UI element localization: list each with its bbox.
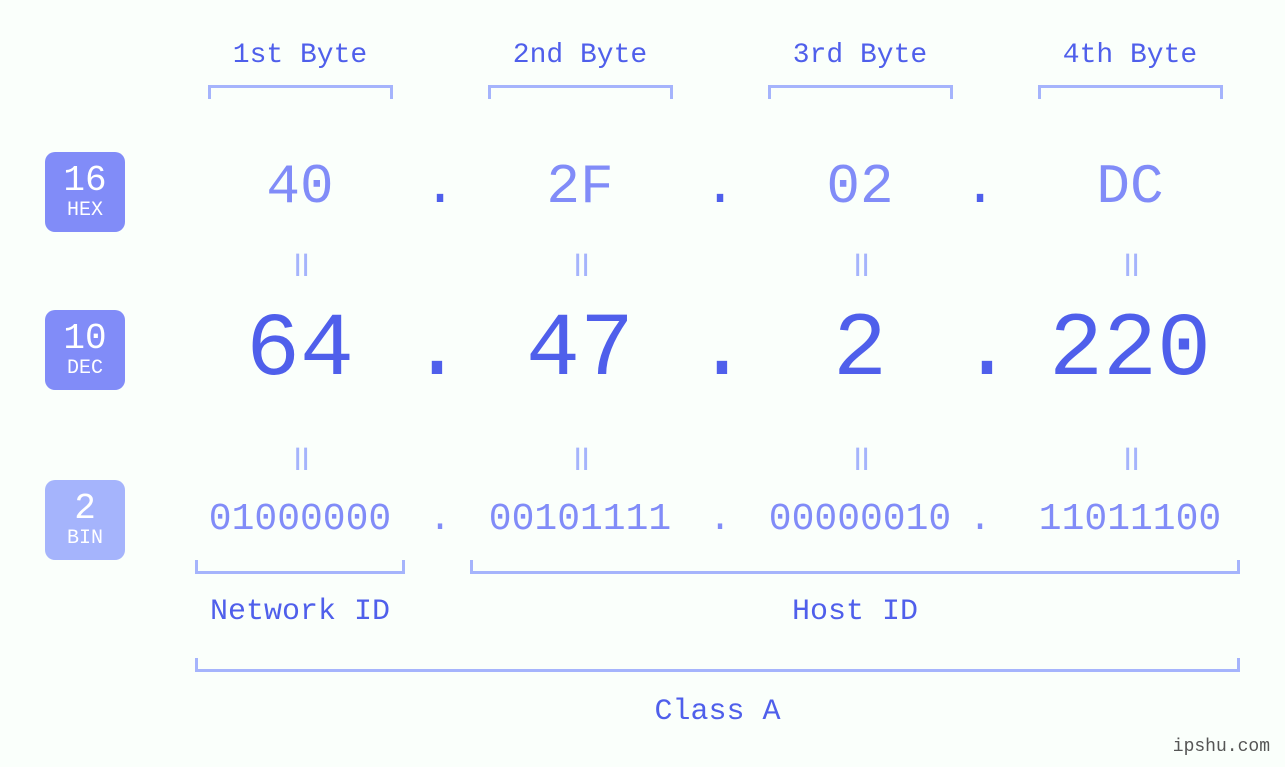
dec-val-2: 47	[465, 300, 695, 402]
hex-badge: 16 HEX	[45, 152, 125, 232]
watermark: ipshu.com	[1173, 737, 1270, 757]
hex-base-txt: HEX	[45, 201, 125, 221]
eq-top-1: ॥	[282, 238, 318, 287]
dec-badge: 10 DEC	[45, 310, 125, 390]
byte-label-1: 1st Byte	[185, 40, 415, 71]
dec-dot-3: .	[960, 300, 1010, 402]
bin-dot-2: .	[700, 498, 740, 541]
hex-base-num: 16	[45, 163, 125, 199]
eq-top-3: ॥	[842, 238, 878, 287]
hex-dot-1: .	[420, 155, 460, 219]
bin-base-num: 2	[45, 491, 125, 527]
class-bracket	[195, 658, 1240, 672]
byte-bracket-2	[488, 85, 673, 99]
bin-dot-1: .	[420, 498, 460, 541]
eq-top-4: ॥	[1112, 238, 1148, 287]
bin-val-3: 00000010	[745, 498, 975, 541]
class-label: Class A	[195, 695, 1240, 729]
hex-dot-2: .	[700, 155, 740, 219]
bin-base-txt: BIN	[45, 529, 125, 549]
hex-val-2: 2F	[465, 155, 695, 219]
byte-bracket-1	[208, 85, 393, 99]
bin-val-2: 00101111	[465, 498, 695, 541]
network-id-bracket	[195, 560, 405, 574]
byte-label-2: 2nd Byte	[465, 40, 695, 71]
dec-val-3: 2	[745, 300, 975, 402]
network-id-label: Network ID	[195, 595, 405, 629]
dec-base-num: 10	[45, 321, 125, 357]
bin-badge: 2 BIN	[45, 480, 125, 560]
hex-dot-3: .	[960, 155, 1000, 219]
byte-bracket-3	[768, 85, 953, 99]
bin-val-4: 11011100	[1015, 498, 1245, 541]
hex-val-3: 02	[745, 155, 975, 219]
byte-label-4: 4th Byte	[1015, 40, 1245, 71]
byte-label-3: 3rd Byte	[745, 40, 975, 71]
eq-bot-4: ॥	[1112, 432, 1148, 481]
bin-val-1: 01000000	[185, 498, 415, 541]
hex-val-4: DC	[1015, 155, 1245, 219]
eq-bot-1: ॥	[282, 432, 318, 481]
eq-bot-3: ॥	[842, 432, 878, 481]
dec-val-4: 220	[1015, 300, 1245, 402]
dec-dot-1: .	[410, 300, 460, 402]
eq-bot-2: ॥	[562, 432, 598, 481]
dec-val-1: 64	[185, 300, 415, 402]
dec-base-txt: DEC	[45, 359, 125, 379]
hex-val-1: 40	[185, 155, 415, 219]
byte-bracket-4	[1038, 85, 1223, 99]
ip-diagram: 1st Byte 2nd Byte 3rd Byte 4th Byte 16 H…	[0, 0, 1285, 767]
eq-top-2: ॥	[562, 238, 598, 287]
bin-dot-3: .	[960, 498, 1000, 541]
dec-dot-2: .	[695, 300, 745, 402]
host-id-label: Host ID	[470, 595, 1240, 629]
host-id-bracket	[470, 560, 1240, 574]
